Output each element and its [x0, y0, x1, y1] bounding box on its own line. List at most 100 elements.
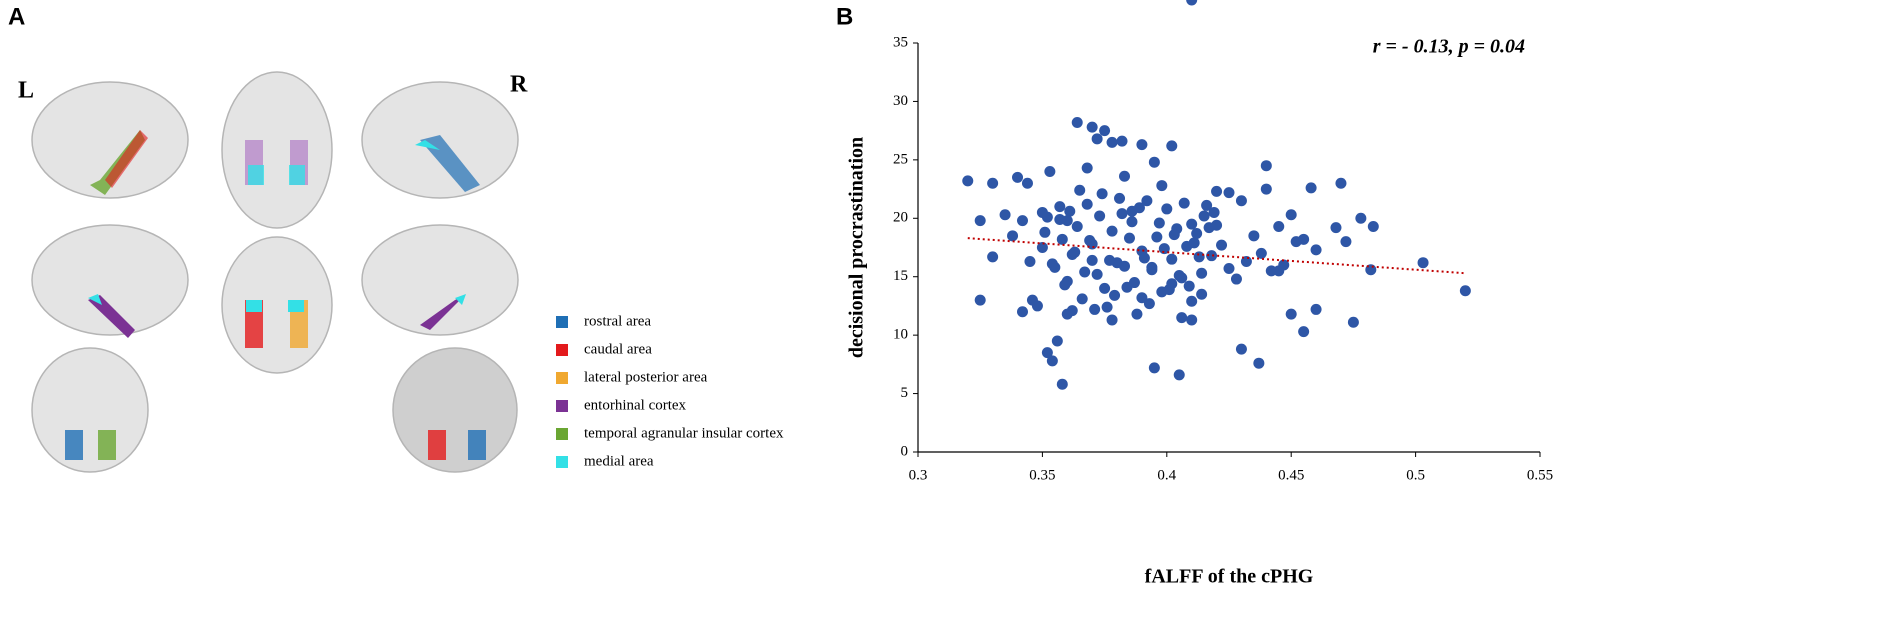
point [1099, 282, 1111, 294]
point [1208, 206, 1220, 218]
point [1248, 230, 1260, 242]
scatter-plot: B 0 5 10 15 20 25 30 35 0.3 0.35 0.4 0.45 0.5 0.55 fALF… [836, 0, 1553, 588]
point [1076, 293, 1088, 305]
point [1240, 256, 1252, 268]
point [1086, 254, 1098, 266]
point [1016, 215, 1028, 227]
point [1285, 209, 1297, 221]
point [1071, 220, 1083, 232]
point [1367, 220, 1379, 232]
legend-label: medial area [584, 453, 654, 469]
point [1101, 301, 1113, 313]
legend-label: lateral posterior area [584, 369, 708, 385]
point [1051, 335, 1063, 347]
x-tick-label: 0.55 [1527, 467, 1553, 483]
point [1166, 253, 1178, 265]
point [1183, 280, 1195, 292]
legend-swatch [556, 400, 568, 412]
point [1079, 266, 1091, 278]
point [1273, 220, 1285, 232]
point [1305, 182, 1317, 194]
point [1104, 254, 1116, 266]
point [1235, 195, 1247, 207]
point [1046, 258, 1058, 270]
x-tick-label: 0.5 [1406, 467, 1425, 483]
point [1044, 166, 1056, 178]
point [1106, 136, 1118, 148]
point [1106, 314, 1118, 326]
point [987, 251, 999, 263]
point [1039, 226, 1051, 238]
point [1131, 308, 1143, 320]
x-tick-label: 0.3 [909, 467, 928, 483]
point [1298, 326, 1310, 338]
point [1196, 288, 1208, 300]
point [1148, 362, 1160, 374]
point [1016, 306, 1028, 318]
legend: rostral area caudal area lateral posterior… [556, 313, 784, 469]
point [974, 294, 986, 306]
point [1074, 184, 1086, 196]
point [1136, 139, 1148, 151]
point [1116, 135, 1128, 147]
y-tick-label: 30 [893, 93, 908, 109]
point [962, 175, 974, 187]
point [1116, 208, 1128, 220]
point [1178, 197, 1190, 209]
point [1036, 242, 1048, 253]
point [987, 177, 999, 189]
point [1119, 260, 1131, 272]
point [1041, 347, 1053, 359]
point [1188, 237, 1200, 249]
point [1114, 192, 1126, 204]
point [1096, 188, 1108, 200]
point [1235, 343, 1247, 355]
point [999, 209, 1011, 221]
point [1099, 125, 1111, 137]
y-tick-label: 25 [893, 151, 908, 167]
point [1153, 217, 1165, 229]
legend-swatch [556, 344, 568, 356]
point [1355, 212, 1367, 224]
point [1173, 270, 1185, 282]
y-tick-label: 10 [893, 327, 908, 343]
legend-label: caudal area [584, 341, 652, 357]
point [1186, 0, 1198, 6]
point [1211, 185, 1223, 197]
y-axis-label: decisional procrastination [846, 137, 868, 358]
point [1196, 267, 1208, 279]
point [1069, 246, 1081, 258]
point [1206, 250, 1218, 262]
legend-label: rostral area [584, 313, 651, 329]
point [1123, 232, 1135, 244]
legend-label: entorhinal cortex [584, 397, 687, 413]
point [1265, 265, 1277, 277]
point [1340, 236, 1352, 248]
point [1128, 277, 1140, 289]
point [1041, 211, 1053, 223]
point [1071, 116, 1083, 128]
point [1278, 259, 1290, 271]
legend-swatch [556, 316, 568, 328]
point [1143, 298, 1155, 310]
point [1255, 247, 1267, 259]
point [1056, 378, 1068, 390]
y-tick-label: 20 [893, 210, 908, 226]
point [1335, 177, 1347, 189]
point [1216, 239, 1228, 251]
point [1007, 230, 1019, 242]
point [1151, 231, 1163, 243]
point [1106, 225, 1118, 237]
point [1459, 285, 1471, 297]
point [1091, 133, 1103, 145]
point [1191, 227, 1203, 239]
point [1260, 183, 1272, 195]
point [1198, 210, 1210, 222]
legend-swatch [556, 372, 568, 384]
point [1138, 252, 1150, 264]
point [1201, 199, 1213, 211]
point [1186, 314, 1198, 326]
x-tick-label: 0.4 [1157, 467, 1176, 483]
